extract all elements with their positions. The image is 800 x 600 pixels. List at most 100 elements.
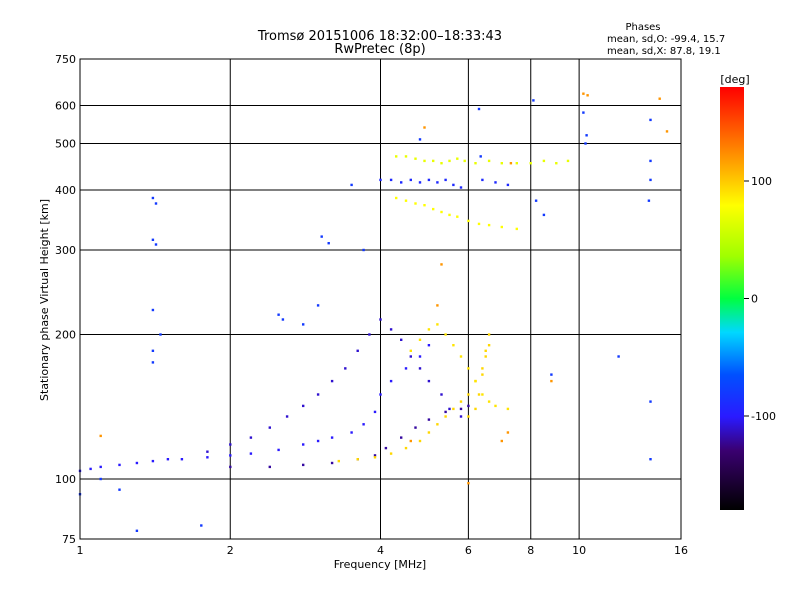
data-point	[448, 159, 451, 163]
y-tick-label: 75	[62, 533, 76, 546]
data-point	[467, 367, 470, 370]
data-point	[356, 458, 359, 461]
data-point	[414, 157, 417, 160]
data-point	[404, 155, 408, 158]
data-point	[440, 210, 443, 214]
data-point	[550, 373, 553, 376]
data-point	[481, 178, 484, 182]
data-point	[418, 367, 422, 370]
data-point	[474, 162, 477, 165]
data-point	[649, 400, 652, 403]
x-tick-label: 1	[77, 544, 84, 557]
y-tick-label: 100	[55, 473, 76, 486]
data-point	[99, 465, 102, 469]
data-point	[154, 243, 158, 246]
phase-title: Phases	[625, 22, 660, 33]
data-point	[229, 465, 232, 469]
data-point	[494, 404, 497, 408]
data-point	[400, 181, 403, 184]
data-point	[427, 178, 431, 182]
data-point	[302, 443, 305, 446]
data-point	[444, 333, 447, 336]
data-point	[395, 155, 398, 158]
y-axis: 75 100 200 300 400 500 600 750	[55, 53, 76, 546]
data-point	[481, 367, 484, 370]
data-point	[400, 436, 403, 439]
data-point	[487, 223, 491, 227]
data-point	[330, 436, 334, 439]
data-point	[368, 333, 371, 336]
data-point	[484, 349, 487, 352]
data-point	[444, 178, 447, 182]
data-point	[389, 452, 393, 455]
data-point	[389, 379, 393, 383]
y-tick-label: 300	[55, 244, 76, 257]
data-point	[529, 162, 532, 165]
data-point	[418, 439, 422, 443]
data-point	[586, 94, 589, 97]
data-point	[427, 418, 431, 421]
phase-x-stats: mean, sd,X: 87.8, 19.1	[607, 46, 721, 57]
data-point	[316, 393, 320, 396]
data-point	[649, 159, 652, 163]
x-tick-label: 4	[377, 544, 384, 557]
data-point	[206, 456, 209, 459]
data-point	[477, 222, 481, 226]
data-point	[337, 459, 340, 463]
data-point	[456, 157, 459, 160]
data-point	[584, 142, 587, 145]
data-point	[151, 349, 155, 352]
data-point	[436, 423, 439, 426]
colorbar-ticks: 100 0 -100	[744, 175, 776, 423]
data-point	[409, 355, 412, 358]
phase-o-stats: mean, sd,O: -99.4, 15.7	[607, 34, 725, 45]
data-point	[534, 199, 538, 202]
data-point	[99, 434, 102, 438]
data-point	[151, 308, 155, 312]
data-point	[617, 355, 620, 358]
data-point	[474, 407, 477, 411]
data-point	[316, 439, 320, 443]
data-point	[515, 227, 518, 231]
data-point	[506, 431, 510, 434]
data-point	[423, 126, 426, 129]
data-point	[350, 183, 353, 187]
data-point	[448, 407, 451, 411]
data-point	[467, 219, 470, 223]
x-axis: 1 2 4 6 8 10 16	[77, 544, 689, 557]
data-point	[487, 344, 491, 347]
data-point	[344, 367, 347, 370]
x-tick-label: 16	[674, 544, 688, 557]
data-point	[316, 304, 320, 307]
data-point	[448, 213, 451, 217]
x-tick-label: 6	[465, 544, 472, 557]
data-point	[327, 242, 330, 245]
data-point	[440, 162, 443, 165]
data-point	[436, 323, 439, 326]
data-point	[350, 431, 353, 434]
data-point	[487, 333, 491, 336]
data-point	[389, 178, 393, 182]
data-point	[379, 318, 382, 321]
data-point	[550, 379, 553, 383]
data-point	[555, 162, 558, 165]
data-point	[427, 328, 431, 331]
data-point	[459, 407, 463, 411]
chart-subtitle: RwPretec (8p)	[334, 42, 425, 57]
data-point	[373, 454, 377, 457]
data-point	[479, 155, 482, 158]
chart-title: Tromsø 20151006 18:32:00–18:33:43	[257, 29, 502, 44]
x-axis-label: Frequency [MHz]	[334, 558, 426, 571]
data-point	[467, 415, 470, 418]
colorbar-tick-label: 100	[751, 175, 772, 188]
data-point	[649, 458, 652, 461]
data-point	[409, 349, 412, 352]
data-point	[89, 467, 92, 471]
data-point	[474, 379, 477, 383]
data-point	[647, 199, 651, 202]
data-point	[268, 426, 271, 429]
y-tick-label: 400	[55, 184, 76, 197]
data-point	[373, 410, 377, 414]
data-point	[285, 415, 289, 418]
data-point	[440, 263, 443, 266]
